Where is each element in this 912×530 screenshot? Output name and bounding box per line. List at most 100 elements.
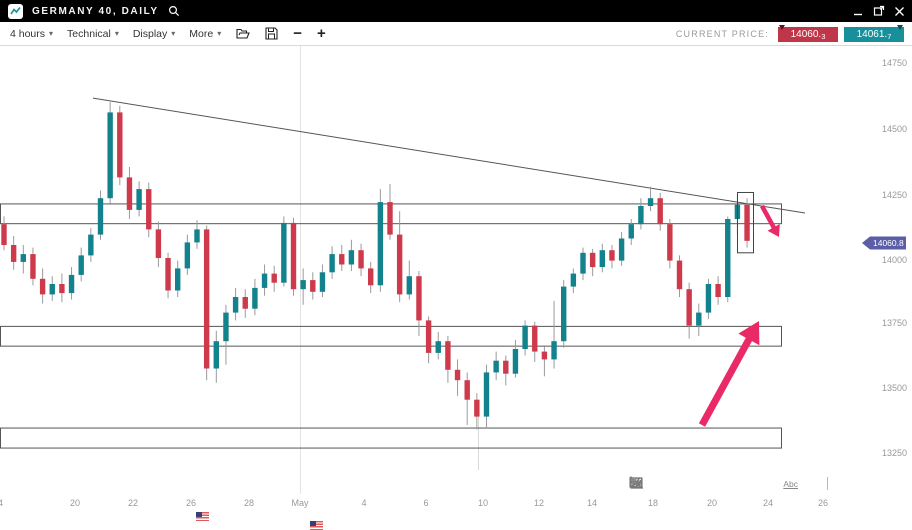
support-zone-2[interactable]	[0, 427, 782, 449]
horizontal-line-tool[interactable]	[630, 476, 732, 491]
candle[interactable]	[696, 312, 702, 326]
candle[interactable]	[512, 349, 519, 374]
descending-trendline[interactable]	[92, 97, 806, 214]
close-icon[interactable]	[894, 6, 905, 17]
candle[interactable]	[368, 268, 374, 286]
candle[interactable]	[223, 312, 229, 342]
candle[interactable]	[744, 204, 750, 241]
candle[interactable]	[474, 399, 480, 417]
candle[interactable]	[551, 341, 557, 360]
minimize-icon[interactable]	[853, 6, 864, 17]
technical-dropdown[interactable]: Technical ▾	[67, 28, 119, 40]
candle[interactable]	[20, 254, 26, 262]
candle[interactable]	[454, 369, 461, 381]
candle[interactable]	[78, 255, 84, 275]
candle[interactable]	[175, 268, 181, 291]
candle[interactable]	[638, 206, 644, 225]
candle[interactable]	[194, 229, 200, 243]
candle[interactable]	[541, 351, 548, 360]
candle[interactable]	[628, 224, 634, 239]
bounce-arrow[interactable]	[698, 321, 760, 427]
candle[interactable]	[425, 320, 432, 353]
candle[interactable]	[59, 284, 65, 294]
candle[interactable]	[68, 274, 75, 294]
display-dropdown[interactable]: Display ▾	[133, 28, 175, 40]
candle[interactable]	[203, 229, 210, 369]
candle[interactable]	[1, 224, 7, 245]
candle[interactable]	[377, 202, 384, 286]
grid-tool[interactable]	[629, 476, 688, 491]
candle[interactable]	[155, 229, 162, 258]
freehand-tool[interactable]	[629, 476, 666, 491]
candle[interactable]	[589, 252, 596, 268]
candle[interactable]	[686, 289, 692, 326]
candle[interactable]	[561, 286, 567, 342]
candle[interactable]	[705, 284, 712, 313]
candle[interactable]	[358, 250, 364, 269]
candle[interactable]	[657, 198, 663, 225]
candle[interactable]	[618, 238, 625, 261]
candle[interactable]	[676, 260, 683, 290]
candle[interactable]	[310, 280, 316, 292]
candle[interactable]	[242, 297, 248, 309]
breakdown-arrow[interactable]	[760, 204, 780, 237]
candle[interactable]	[30, 254, 36, 279]
candle[interactable]	[570, 273, 577, 287]
candle[interactable]	[503, 360, 509, 374]
candle[interactable]	[184, 242, 191, 269]
candle[interactable]	[39, 278, 46, 295]
candle[interactable]	[136, 189, 142, 210]
candle[interactable]	[165, 258, 171, 291]
candle[interactable]	[445, 341, 451, 370]
open-folder-icon[interactable]	[236, 28, 251, 40]
candle[interactable]	[396, 234, 403, 295]
trend-line-tool[interactable]	[629, 476, 754, 491]
text-tool[interactable]: Abc	[783, 478, 798, 489]
candle[interactable]	[146, 189, 152, 230]
breakout-highlight-box[interactable]	[737, 191, 754, 254]
candle[interactable]	[406, 276, 412, 295]
diagonal-line-tool[interactable]	[630, 476, 820, 491]
candle[interactable]	[10, 245, 17, 262]
candle[interactable]	[117, 112, 123, 178]
candle[interactable]	[88, 234, 94, 256]
candle[interactable]	[300, 280, 306, 290]
candle[interactable]	[667, 224, 673, 261]
candle[interactable]	[532, 325, 538, 352]
candle[interactable]	[522, 325, 528, 349]
candlestick-chart[interactable]: 14060.8	[0, 46, 912, 530]
candle[interactable]	[493, 360, 499, 373]
candle[interactable]	[647, 198, 654, 206]
us-flag-icon[interactable]	[196, 512, 209, 521]
zoom-out-button[interactable]: −	[293, 25, 303, 42]
candle[interactable]	[387, 202, 393, 235]
candle[interactable]	[725, 219, 731, 297]
candle[interactable]	[126, 177, 133, 210]
candle[interactable]	[609, 250, 615, 261]
candle[interactable]	[435, 341, 441, 353]
popout-icon[interactable]	[873, 5, 885, 17]
save-icon[interactable]	[265, 27, 278, 40]
candle[interactable]	[339, 254, 345, 265]
zoom-in-button[interactable]: +	[317, 25, 326, 42]
candle[interactable]	[271, 273, 277, 283]
search-icon[interactable]	[168, 5, 180, 17]
candle[interactable]	[213, 341, 219, 369]
candle[interactable]	[348, 250, 355, 265]
candle[interactable]	[232, 297, 239, 313]
more-dropdown[interactable]: More ▾	[189, 28, 221, 40]
candle[interactable]	[261, 273, 268, 288]
close-toolbar-icon[interactable]	[630, 476, 850, 491]
interval-dropdown[interactable]: 4 hours ▾	[10, 28, 53, 40]
chart-axes-tool[interactable]	[630, 476, 710, 491]
candle[interactable]	[252, 287, 258, 309]
candle[interactable]	[97, 198, 104, 235]
rectangle-tool[interactable]	[630, 476, 776, 491]
candle[interactable]	[599, 250, 605, 268]
candle[interactable]	[107, 112, 113, 199]
candle[interactable]	[290, 222, 297, 290]
candle[interactable]	[416, 276, 422, 321]
candle[interactable]	[715, 284, 721, 297]
candle[interactable]	[580, 252, 586, 274]
support-zone-1[interactable]	[0, 325, 782, 347]
